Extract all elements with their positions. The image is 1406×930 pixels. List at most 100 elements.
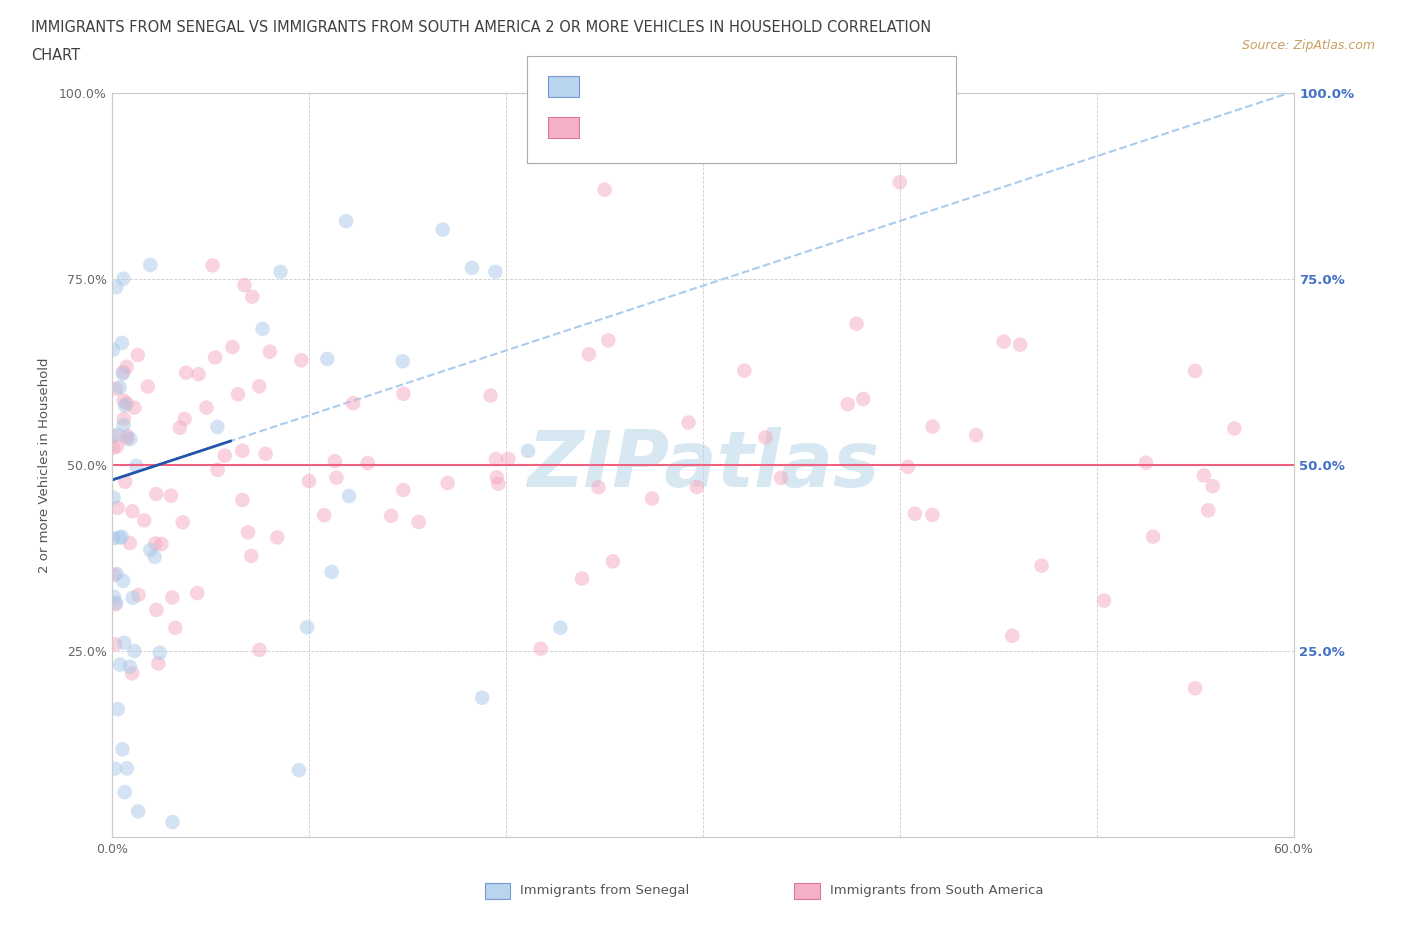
Point [357, 456, 380, 471]
Point [479, 388, 502, 403]
Point [107, 702, 129, 717]
Point [160, 488, 183, 503]
Point [139, 543, 162, 558]
Point [121, 504, 143, 519]
Point [104, 637, 127, 652]
Point [201, 258, 224, 272]
Point [1201, 479, 1223, 494]
Point [114, 474, 136, 489]
Point [571, 571, 593, 586]
Point [105, 280, 128, 295]
Point [105, 439, 128, 454]
Text: R =: R = [593, 79, 636, 94]
Point [139, 258, 162, 272]
Point [145, 603, 167, 618]
Point [288, 763, 311, 777]
Point [485, 470, 508, 485]
Point [112, 412, 135, 427]
Point [173, 411, 195, 426]
Point [517, 444, 540, 458]
Point [686, 480, 709, 495]
Point [108, 379, 131, 394]
Point [380, 509, 402, 524]
Point [852, 392, 875, 406]
Point [290, 352, 312, 367]
Point [1192, 468, 1215, 483]
Point [226, 387, 249, 402]
Text: 108: 108 [769, 120, 803, 135]
Point [1001, 629, 1024, 644]
Point [921, 419, 943, 434]
Point [845, 316, 868, 331]
Point [602, 554, 624, 569]
Point [342, 396, 364, 411]
Point [247, 379, 270, 393]
Point [204, 350, 226, 365]
Point [165, 620, 187, 635]
Point [897, 459, 920, 474]
Point [195, 400, 218, 415]
Point [207, 419, 229, 434]
Point [1010, 338, 1032, 352]
Point [321, 565, 343, 579]
Point [270, 264, 292, 279]
Point [111, 336, 134, 351]
Text: Immigrants from Senegal: Immigrants from Senegal [520, 884, 689, 897]
Point [107, 500, 129, 515]
Point [432, 222, 454, 237]
Y-axis label: 2 or more Vehicles in Household: 2 or more Vehicles in Household [38, 357, 51, 573]
Point [121, 591, 143, 605]
Point [461, 260, 484, 275]
Point [162, 590, 184, 604]
Point [104, 597, 127, 612]
Point [143, 550, 166, 565]
Point [484, 264, 506, 279]
Point [1184, 364, 1206, 379]
Text: IMMIGRANTS FROM SENEGAL VS IMMIGRANTS FROM SOUTH AMERICA 2 OR MORE VEHICLES IN H: IMMIGRANTS FROM SENEGAL VS IMMIGRANTS FR… [31, 20, 931, 35]
Point [249, 643, 271, 658]
Point [323, 454, 346, 469]
Point [114, 398, 136, 413]
Point [240, 289, 263, 304]
Point [436, 475, 458, 490]
Point [392, 483, 415, 498]
Point [295, 619, 318, 634]
Point [837, 397, 859, 412]
Point [408, 514, 430, 529]
Point [103, 589, 125, 604]
Point [233, 278, 256, 293]
Point [124, 644, 146, 658]
Point [112, 574, 135, 589]
Point [214, 448, 236, 463]
Point [252, 322, 274, 337]
Text: 51: 51 [773, 79, 796, 94]
Point [550, 620, 572, 635]
Point [471, 690, 494, 705]
Point [111, 742, 134, 757]
Point [769, 471, 792, 485]
Point [127, 348, 149, 363]
Point [496, 451, 519, 466]
Point [115, 396, 138, 411]
Point [104, 761, 127, 776]
Point [325, 471, 347, 485]
Point [1092, 593, 1115, 608]
Point [486, 476, 509, 491]
Point [115, 761, 138, 776]
Point [120, 432, 142, 446]
Text: CHART: CHART [31, 48, 80, 63]
Text: N =: N = [727, 79, 770, 94]
Point [754, 430, 776, 445]
Point [107, 428, 129, 443]
Point [103, 440, 125, 455]
Text: -0.014: -0.014 [631, 120, 689, 135]
Point [1184, 681, 1206, 696]
Point [187, 366, 209, 381]
Text: R =: R = [593, 120, 630, 135]
Point [118, 536, 141, 551]
Point [593, 182, 616, 197]
Text: Immigrants from South America: Immigrants from South America [830, 884, 1043, 897]
Point [108, 658, 131, 672]
Point [207, 462, 229, 477]
Point [148, 656, 170, 671]
